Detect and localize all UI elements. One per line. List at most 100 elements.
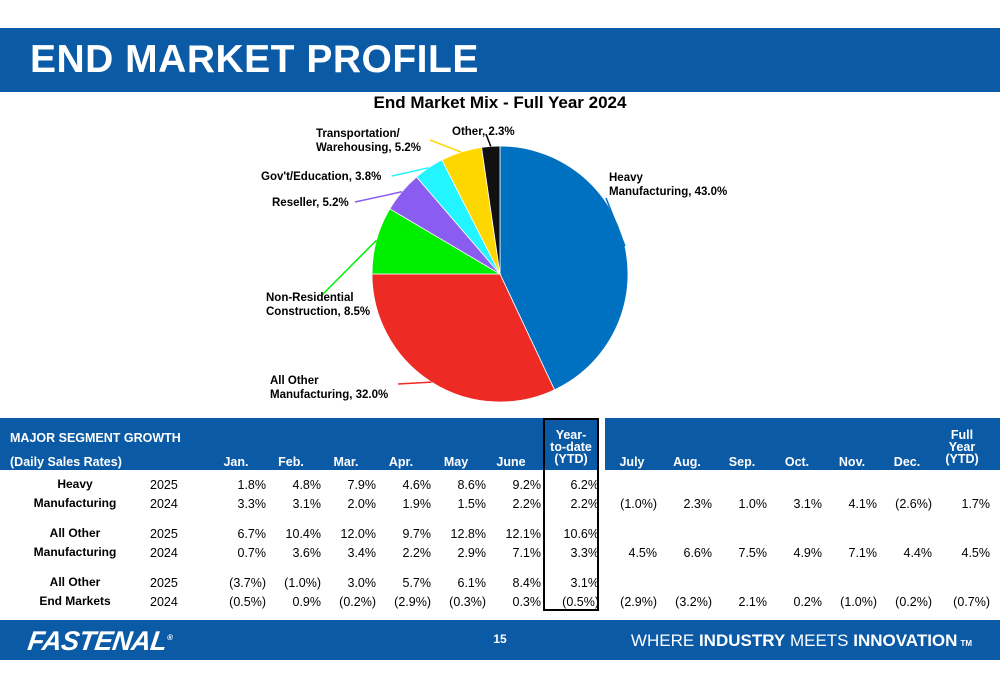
pie-chart: Heavy Manufacturing, 43.0% All Other Manufa… [261,126,727,403]
cell-h1: 4.6% [402,478,432,492]
cell-h1: 7.9% [347,478,377,492]
pie-slice-label: Non-Residential Construction, 8.5% [266,292,370,318]
header-dec: Dec. [893,455,921,469]
cell-h1: 1.9% [402,497,432,511]
cell-h1: 2.0% [347,497,377,511]
pie-slice-label: Gov't/Education, 3.8% [261,171,381,183]
row-year: 2025 [150,478,178,492]
cell-h1: (3.7%) [229,576,266,590]
pie-leader-line [321,239,378,296]
cell-h1: 3.4% [347,546,377,560]
cell-h1: 3.1% [292,497,322,511]
pie-leader-line [605,197,626,247]
cell-ytd: 2.2% [570,497,600,511]
cell-h2: (2.9%) [620,595,657,609]
logo-registered-mark: ® [166,633,174,642]
segment-name-line1: All Other [49,526,101,540]
cell-h1: 4.8% [292,478,322,492]
cell-h1: 9.2% [512,478,542,492]
header-ytd: Year- to-date (YTD) [541,428,601,466]
cell-h2: 4.9% [793,546,823,560]
cell-ytd: 3.1% [570,576,600,590]
table-subtitle: (Daily Sales Rates) [10,455,122,469]
segment-name-line2: Manufacturing [33,545,117,559]
header-fy-line1: Full [950,428,974,442]
cell-h1: 3.0% [347,576,377,590]
cell-ytd: 3.3% [570,546,600,560]
segment-name-line2: End Markets [39,594,111,608]
cell-h1: (2.9%) [394,595,431,609]
header-sep: Sep. [728,455,756,469]
cell-h2: 2.1% [738,595,768,609]
row-year: 2024 [150,546,178,560]
tagline: WHERE INDUSTRY MEETS INNOVATION TM [631,631,972,651]
header-feb: Feb. [278,455,304,469]
header-fy-line3: (YTD) [945,452,979,466]
cell-h1: 12.8% [450,527,486,541]
cell-h2: 3.1% [793,497,823,511]
pie-leader-line [485,133,492,147]
fastenal-logo: FASTENAL® [26,626,174,657]
cell-h1: 6.1% [457,576,487,590]
tagline-trademark: TM [960,639,972,648]
table-title: MAJOR SEGMENT GROWTH [10,431,181,445]
header-jan: Jan. [223,455,249,469]
cell-h2: 1.0% [738,497,768,511]
cell-h1: 0.7% [237,546,267,560]
row-year: 2024 [150,497,178,511]
header-nov: Nov. [838,455,866,469]
title-bar: END MARKET PROFILE [0,28,1000,92]
header-ytd-line1: Year- [555,428,587,442]
pie-slice-label: Other, 2.3% [452,126,515,138]
ytd-column-outline [543,418,599,611]
tagline-middle: MEETS [789,631,849,650]
pie-leader-line [397,381,432,385]
cell-h1: 1.8% [237,478,267,492]
cell-h2: 0.2% [793,595,823,609]
header-gap [599,418,605,470]
cell-h1: 9.7% [402,527,432,541]
cell-h2: 4.5% [628,546,658,560]
cell-h1: 5.7% [402,576,432,590]
header-mar: Mar. [333,455,359,469]
cell-h2: 6.6% [683,546,713,560]
cell-h2: (3.2%) [675,595,712,609]
header-full-year: Full Year (YTD) [932,428,992,466]
pie-leader-line [429,139,462,153]
cell-h1: 0.9% [292,595,322,609]
cell-h2: 7.1% [848,546,878,560]
pie-slice-label: All Other Manufacturing, 32.0% [270,375,388,401]
cell-h1: 10.4% [285,527,321,541]
tagline-prefix: WHERE [630,631,695,650]
header-july: July [619,455,645,469]
cell-h1: 2.2% [512,497,542,511]
pie-leader-line [354,191,403,203]
cell-h1: 7.1% [512,546,542,560]
cell-ytd: 10.6% [563,527,599,541]
cell-h2: (1.0%) [840,595,877,609]
cell-h2: 4.4% [903,546,933,560]
cell-full-year: 4.5% [961,546,991,560]
header-oct: Oct. [784,455,810,469]
cell-full-year: (0.7%) [953,595,990,609]
cell-h2: 4.1% [848,497,878,511]
pie-slice-label: Heavy Manufacturing, 43.0% [609,172,727,198]
cell-h1: (0.3%) [449,595,486,609]
header-ytd-line2: to-date [550,440,592,454]
cell-h1: (1.0%) [284,576,321,590]
cell-h2: 7.5% [738,546,768,560]
row-year: 2025 [150,576,178,590]
cell-h1: 3.6% [292,546,322,560]
cell-h2: (0.2%) [895,595,932,609]
pie-slice-label: Reseller, 5.2% [272,197,349,209]
cell-h1: 6.7% [237,527,267,541]
segment-name-line1: Heavy [57,477,93,491]
cell-h1: 12.0% [340,527,376,541]
cell-h2: 2.3% [683,497,713,511]
cell-ytd: 6.2% [570,478,600,492]
tagline-industry: INDUSTRY [698,631,786,650]
pie-leader-line [391,166,429,177]
cell-h1: (0.2%) [339,595,376,609]
header-aug: Aug. [673,455,701,469]
chart-title: End Market Mix - Full Year 2024 [373,93,627,112]
